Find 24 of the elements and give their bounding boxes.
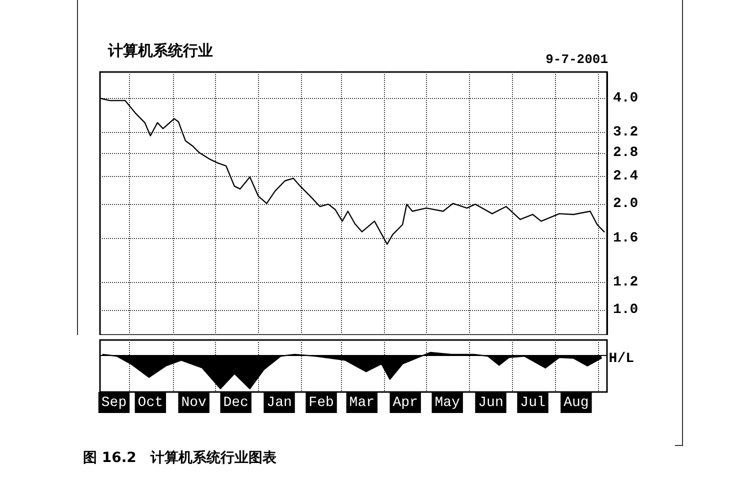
- y-tick-label: 2.8: [613, 144, 638, 161]
- x-tick-label: Oct: [138, 395, 164, 411]
- y-tick-label: 2.0: [613, 196, 638, 212]
- y-tick-label: 3.2: [613, 124, 638, 140]
- y-axis-title: H/L: [608, 351, 634, 367]
- x-tick-label: Nov: [181, 395, 206, 411]
- x-tick-label: Jul: [520, 395, 546, 411]
- y-tick-label: 1.0: [613, 302, 638, 318]
- y-tick-label: 1.6: [613, 230, 638, 246]
- text: 9-7-2001: [546, 52, 608, 67]
- x-tick-label: Mar: [349, 395, 375, 411]
- x-tick-label: Sep: [101, 395, 127, 411]
- x-tick-label: Feb: [308, 395, 334, 411]
- caption: 图 16.2 计算机系统行业图表: [83, 449, 278, 466]
- x-tick-label: Aug: [564, 395, 589, 411]
- y-tick-label: 4.0: [613, 90, 638, 106]
- y-tick-label: 1.2: [613, 274, 638, 290]
- x-tick-label: May: [434, 395, 460, 411]
- x-tick-label: Jan: [266, 395, 292, 411]
- x-tick-label: Dec: [223, 395, 248, 411]
- chart-title: 计算机系统行业: [107, 42, 213, 60]
- x-tick-label: Apr: [392, 395, 418, 411]
- y-tick-label: 2.4: [613, 168, 638, 184]
- x-tick-label: Jun: [478, 395, 504, 411]
